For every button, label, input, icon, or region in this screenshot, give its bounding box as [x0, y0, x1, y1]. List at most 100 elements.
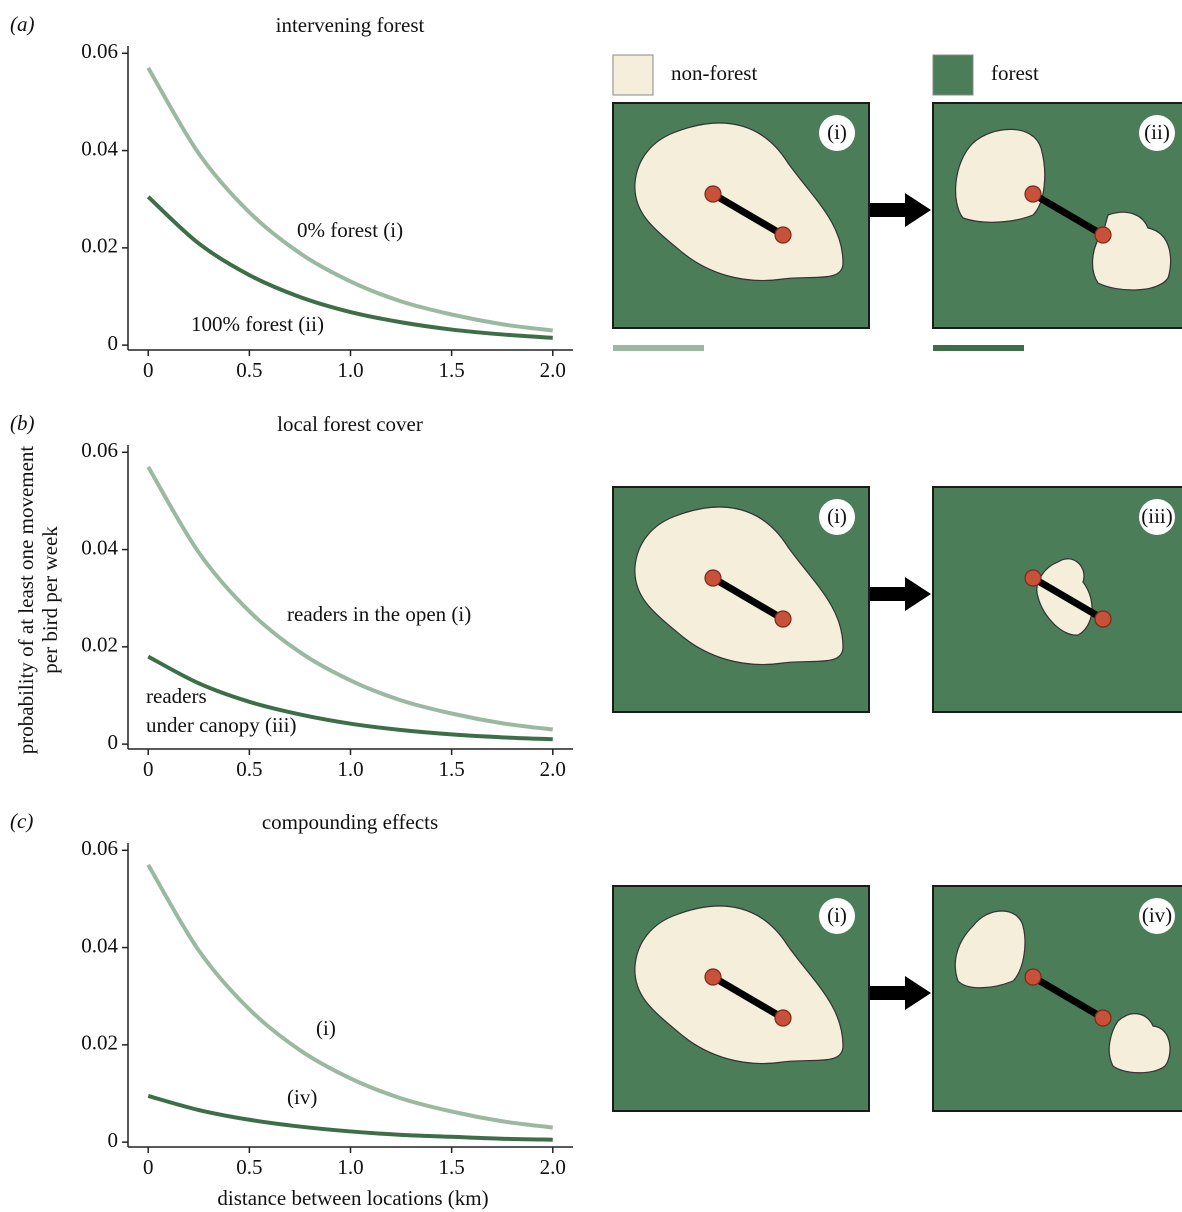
non-forest-patch: [1108, 1013, 1171, 1074]
landscape-panel: (iv): [932, 885, 1182, 1112]
legend-label: non-forest: [671, 61, 757, 85]
panel-badge: [819, 499, 855, 535]
reader-location: [704, 968, 722, 986]
legend-swatch: [612, 54, 654, 96]
landscape-panel: (ii): [932, 102, 1182, 329]
series-line: [147, 1094, 553, 1142]
x-tick-label: 0: [143, 1155, 154, 1179]
series-label: 100% forest (ii): [191, 312, 324, 336]
panel-label: (a): [10, 12, 35, 36]
panel-badge-label: (iii): [1141, 504, 1173, 528]
y-tick-label: 0: [108, 331, 119, 355]
movement-link: [1031, 574, 1105, 623]
y-axis-label: probability of at least one movement: [14, 446, 38, 755]
y-tick-label: 0.02: [81, 633, 118, 657]
reader-location: [1094, 226, 1112, 244]
panel-label: (c): [10, 809, 33, 833]
non-forest-patch: [634, 905, 844, 1065]
movement-link: [1031, 973, 1105, 1022]
panel-badge: [819, 115, 855, 151]
movement-link: [711, 973, 785, 1022]
chart-title: local forest cover: [277, 412, 423, 436]
x-tick-label: 1.0: [337, 358, 363, 382]
reader-location: [774, 610, 792, 628]
y-axis-label: per bird per week: [38, 526, 62, 674]
non-forest-patch: [1091, 211, 1172, 291]
series-label: under canopy (iii): [146, 713, 296, 737]
x-tick-label: 2.0: [540, 358, 566, 382]
non-forest-patch: [634, 506, 844, 666]
series-line: [146, 465, 554, 732]
x-tick-label: 1.5: [439, 358, 465, 382]
x-tick-label: 2.0: [540, 1155, 566, 1179]
landscape-panel: (i): [612, 102, 870, 329]
series-line: [146, 195, 553, 340]
panel-badge: [819, 898, 855, 934]
non-forest-patch: [954, 910, 1026, 989]
x-tick-label: 2.0: [540, 757, 566, 781]
landscape-panel: (iii): [932, 486, 1182, 713]
x-tick-label: 0: [143, 358, 154, 382]
panel-badge-label: (i): [827, 120, 847, 144]
panel-badge-label: (ii): [1144, 120, 1170, 144]
x-axis-label: distance between locations (km): [217, 1186, 488, 1210]
panel-badge-label: (i): [827, 504, 847, 528]
arrow: [870, 193, 931, 227]
movement-link: [711, 574, 785, 623]
movement-link: [1031, 190, 1105, 239]
x-tick-label: 0.5: [236, 1155, 262, 1179]
series-label: readers: [146, 684, 207, 708]
landscape-panel: (i): [612, 486, 870, 713]
series-label: (iv): [287, 1085, 317, 1109]
series-label: readers in the open (i): [287, 602, 471, 626]
reader-location: [1094, 1009, 1112, 1027]
arrow: [870, 577, 931, 611]
panel-badge: [1139, 115, 1175, 151]
y-tick-label: 0.06: [81, 39, 118, 63]
x-tick-label: 1.5: [439, 1155, 465, 1179]
reader-location: [1024, 569, 1042, 587]
y-tick-label: 0.06: [81, 836, 118, 860]
x-tick-label: 1.0: [337, 1155, 363, 1179]
y-tick-label: 0.02: [81, 234, 118, 258]
series-label: 0% forest (i): [297, 218, 403, 242]
panel-badge: [1139, 898, 1175, 934]
y-tick-label: 0: [108, 730, 119, 754]
x-tick-label: 1.0: [337, 757, 363, 781]
non-forest-patch: [954, 128, 1046, 223]
reader-location: [704, 185, 722, 203]
landscape-panel: (i): [612, 885, 870, 1112]
reader-location: [1024, 185, 1042, 203]
panel-badge: [1139, 499, 1175, 535]
reader-location: [704, 569, 722, 587]
series-line: [147, 654, 553, 742]
reader-location: [1024, 968, 1042, 986]
reader-location: [1094, 610, 1112, 628]
y-tick-label: 0.02: [81, 1031, 118, 1055]
chart-title: intervening forest: [276, 13, 425, 37]
x-tick-label: 1.5: [439, 757, 465, 781]
reader-location: [774, 1009, 792, 1027]
panel-label: (b): [10, 411, 35, 435]
panel-badge-label: (i): [827, 903, 847, 927]
movement-link: [711, 190, 785, 239]
non-forest-patch: [634, 122, 844, 282]
y-tick-label: 0.04: [81, 535, 118, 559]
panel-badge-label: (iv): [1142, 903, 1172, 927]
reader-location: [774, 226, 792, 244]
legend-label: forest: [991, 61, 1039, 85]
arrow: [870, 976, 931, 1010]
series-label: (i): [316, 1016, 336, 1040]
chart-title: compounding effects: [262, 810, 438, 834]
series-line: [146, 66, 554, 333]
y-tick-label: 0.04: [81, 136, 118, 160]
y-tick-label: 0.06: [81, 438, 118, 462]
y-tick-label: 0: [108, 1128, 119, 1152]
series-line: [146, 863, 554, 1130]
x-tick-label: 0.5: [236, 358, 262, 382]
legend-swatch: [932, 54, 974, 96]
x-tick-label: 0.5: [236, 757, 262, 781]
x-tick-label: 0: [143, 757, 154, 781]
y-tick-label: 0.04: [81, 933, 118, 957]
